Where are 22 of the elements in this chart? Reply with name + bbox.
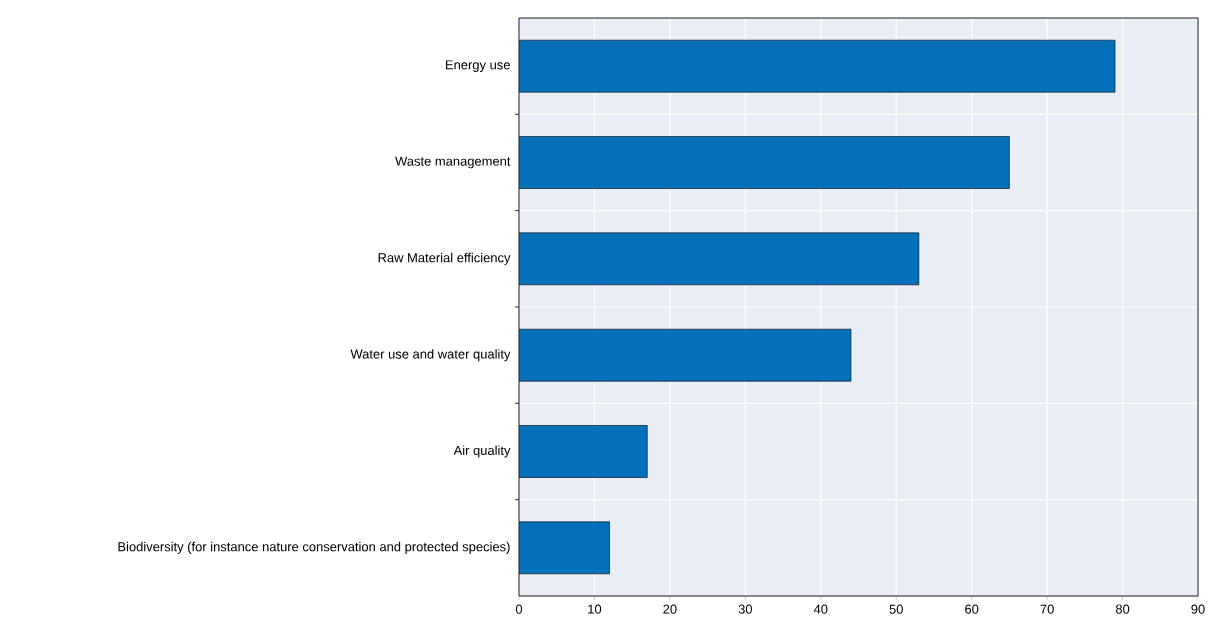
y-tick-label: Waste management (395, 156, 511, 169)
bar (519, 521, 610, 575)
y-tick-label: Air quality (453, 445, 511, 458)
y-tick-label: Energy use (446, 60, 510, 72)
bar (519, 328, 852, 382)
x-tick-label: 90 (1191, 604, 1205, 614)
bar (519, 39, 1116, 93)
x-tick-label: 0 (515, 604, 523, 614)
bar (519, 425, 648, 478)
x-tick-label: 50 (889, 604, 903, 614)
x-tick-label: 30 (738, 604, 753, 614)
x-tick-label: 80 (1115, 604, 1130, 614)
bar (519, 232, 920, 286)
x-tick-label: 70 (1040, 604, 1054, 614)
x-tick-label: 20 (663, 604, 677, 614)
x-tick-label: 60 (965, 604, 979, 614)
bar (519, 136, 1010, 189)
x-tick-label: 10 (588, 604, 602, 614)
y-tick-label: Biodiversity (for instance nature conservation and protected species) (118, 541, 510, 554)
y-tick-label: Raw Material efficiency (378, 252, 511, 265)
x-tick-label: 40 (813, 604, 828, 614)
y-tick-label: Water use and water quality (350, 349, 511, 362)
